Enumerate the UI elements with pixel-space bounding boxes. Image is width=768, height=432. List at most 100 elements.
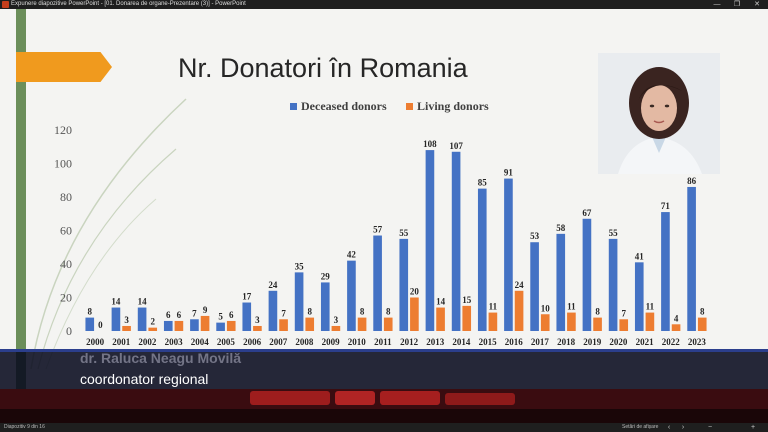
bar-deceased [163,320,173,331]
powerpoint-icon [2,1,9,8]
data-label: 24 [515,280,525,290]
bar-living [357,317,367,331]
data-label: 85 [478,178,488,188]
x-tick-label: 2019 [583,337,602,347]
data-label: 11 [646,302,655,312]
data-label: 3 [255,315,260,325]
data-label: 17 [242,292,252,302]
bar-living [567,312,576,331]
lower-third-banner [0,349,768,389]
x-tick-label: 2012 [400,337,419,347]
bar-deceased [451,151,461,331]
x-tick-label: 2022 [662,337,681,347]
data-label: 42 [347,250,357,260]
decorative-grass-lines [30,98,187,369]
y-tick-label: 120 [54,123,72,137]
x-tick-label: 2017 [531,337,550,347]
data-label: 14 [436,297,446,307]
y-tick-label: 100 [54,157,72,171]
x-tick-label: 2023 [688,337,707,347]
x-tick-label: 2005 [217,337,236,347]
bar-deceased [373,235,382,331]
data-label: 35 [295,261,305,271]
bar-deceased [556,233,566,331]
x-tick-label: 2006 [243,337,261,347]
display-settings-button[interactable]: Setări de afișare [622,424,659,430]
bar-living [226,320,236,331]
bar-deceased [425,150,435,331]
data-label: 6 [177,310,182,320]
y-tick-label: 80 [60,190,72,204]
x-tick-label: 2004 [191,337,210,347]
video-background-strip [0,389,768,423]
bar-deceased [477,188,487,331]
x-tick-label: 2013 [426,337,445,347]
data-label: 11 [489,302,498,312]
minimize-button[interactable]: — [713,1,721,8]
bar-deceased [137,307,147,331]
slide-counter: Diapozitiv 9 din 16 [4,424,45,430]
bar-living [488,312,498,331]
data-label: 24 [268,280,278,290]
bar-living [593,317,602,331]
window-title: Expunere diapozitive PowerPoint - [01. D… [11,1,246,7]
bar-deceased [111,307,121,331]
legend-swatch [290,103,297,110]
data-label: 7 [621,308,626,318]
prev-slide-button[interactable]: ‹ [667,424,671,431]
data-label: 4 [674,313,679,323]
bar-deceased [608,238,618,331]
data-label: 2 [150,317,155,327]
close-button[interactable]: ✕ [754,1,760,8]
speaker-role: coordonator regional [80,371,209,387]
bar-living [514,290,524,331]
zoom-out-button[interactable]: − [707,424,713,431]
bar-deceased [294,272,304,331]
bar-deceased [399,238,409,331]
x-tick-label: 2000 [86,337,105,347]
x-tick-label: 2008 [295,337,314,347]
data-label: 6 [166,310,171,320]
bar-living [174,320,184,331]
bar-living [619,319,629,331]
decorative-side-bar [16,9,26,423]
y-tick-label: 0 [66,324,72,338]
data-label: 10 [541,303,551,313]
data-label: 9 [203,305,208,315]
next-slide-button[interactable]: › [681,424,685,431]
data-label: 41 [635,251,645,261]
data-label: 0 [98,320,103,330]
x-tick-label: 2001 [112,337,131,347]
x-tick-label: 2020 [609,337,628,347]
legend-swatch [406,103,413,110]
bar-living [540,314,550,331]
data-label: 29 [321,271,331,281]
status-bar: Diapozitiv 9 din 16 Setări de afișare ‹ … [0,423,768,432]
data-label: 8 [386,307,391,317]
legend-label: Deceased donors [301,99,387,113]
data-label: 108 [423,139,437,149]
data-label: 86 [687,176,697,186]
data-label: 20 [410,287,420,297]
zoom-in-button[interactable]: + [750,424,756,431]
bar-living [122,325,131,331]
bar-deceased [216,322,225,331]
x-tick-label: 2015 [479,337,498,347]
x-tick-label: 2009 [322,337,341,347]
bar-deceased [504,178,513,331]
y-tick-label: 20 [60,291,72,305]
data-label: 8 [595,307,600,317]
data-label: 15 [462,295,472,305]
x-tick-label: 2014 [452,337,471,347]
bar-deceased [268,290,278,331]
bar-living [697,317,707,331]
data-label: 6 [229,310,234,320]
data-label: 67 [582,208,592,218]
data-label: 7 [281,308,286,318]
maximize-button[interactable]: ❐ [733,1,741,8]
x-tick-label: 2016 [505,337,524,347]
data-label: 3 [334,315,339,325]
y-tick-label: 60 [60,224,72,238]
bar-living [671,324,681,331]
